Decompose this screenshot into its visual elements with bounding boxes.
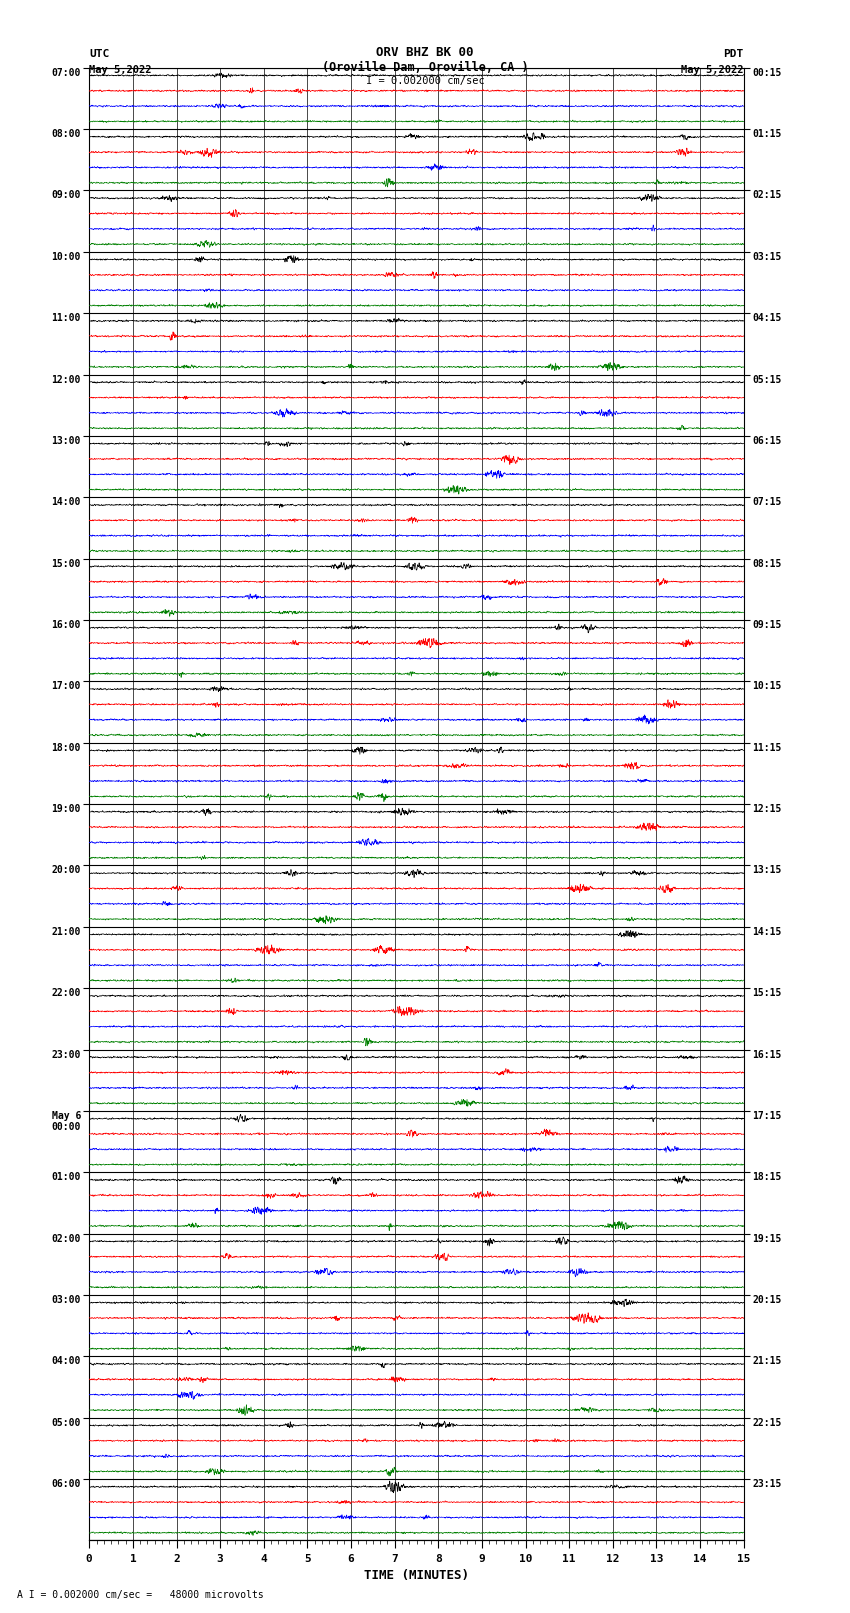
Text: May 5,2022: May 5,2022 [89, 65, 152, 76]
Text: I = 0.002000 cm/sec: I = 0.002000 cm/sec [366, 76, 484, 85]
Text: A I = 0.002000 cm/sec =   48000 microvolts: A I = 0.002000 cm/sec = 48000 microvolts [17, 1590, 264, 1600]
Text: PDT: PDT [723, 48, 744, 58]
Text: (Oroville Dam, Oroville, CA ): (Oroville Dam, Oroville, CA ) [321, 61, 529, 74]
Text: UTC: UTC [89, 48, 110, 58]
Text: May 5,2022: May 5,2022 [681, 65, 744, 76]
X-axis label: TIME (MINUTES): TIME (MINUTES) [364, 1569, 469, 1582]
Text: ORV BHZ BK 00: ORV BHZ BK 00 [377, 45, 473, 58]
